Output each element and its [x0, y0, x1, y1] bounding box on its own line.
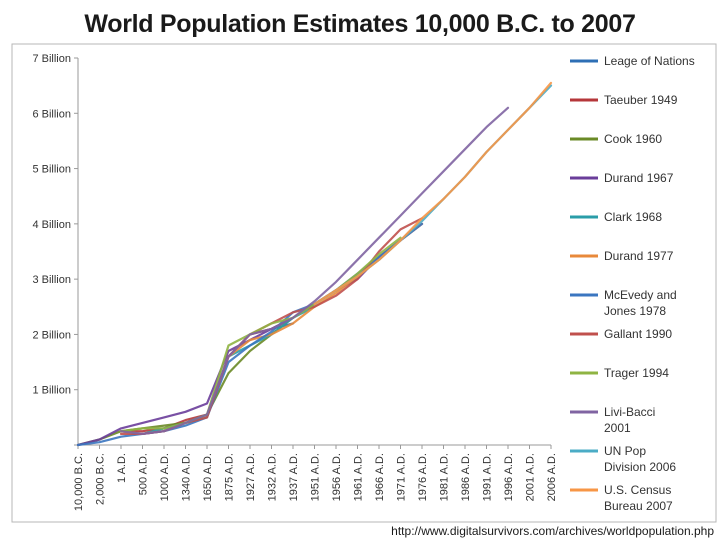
x-tick-label: 1976 A.D. — [417, 453, 429, 501]
legend-label-durand-1967: Durand 1967 — [604, 171, 674, 185]
x-tick-label: 1 A.D. — [116, 453, 128, 483]
x-tick-label: 1981 A.D. — [439, 453, 451, 501]
x-tick-label: 1340 A.D. — [181, 453, 193, 501]
x-tick-label: 10,000 B.C. — [73, 453, 85, 511]
x-tick-label: 1650 A.D. — [202, 453, 214, 501]
x-tick-label: 1986 A.D. — [460, 453, 472, 501]
x-tick-label: 1937 A.D. — [288, 453, 300, 501]
y-tick-label: 7 Billion — [32, 53, 71, 65]
series-line-livi-bacci-2001 — [119, 106, 510, 435]
x-tick-label: 2001 A.D. — [525, 453, 537, 501]
x-tick-label: 1971 A.D. — [396, 453, 408, 501]
x-tick-label: 1932 A.D. — [267, 453, 279, 501]
legend-label-mcevedy-and-jones-1978: McEvedy and — [604, 288, 677, 302]
legend-label-u-s-census-bureau-2007: U.S. Census — [604, 483, 671, 497]
legend-label-un-pop-division-2006: Division 2006 — [604, 460, 676, 474]
x-tick-label: 1966 A.D. — [374, 453, 386, 501]
y-tick-label: 1 Billion — [32, 385, 71, 397]
x-tick-label: 2,000 B.C. — [95, 453, 107, 505]
legend-label-livi-bacci-2001: 2001 — [604, 421, 631, 435]
y-tick-label: 5 Billion — [32, 164, 71, 176]
chart-border — [11, 43, 717, 523]
y-tick-label: 2 Billion — [32, 329, 71, 341]
series-line-gallant-1990 — [119, 217, 424, 435]
x-tick-label: 1951 A.D. — [310, 453, 322, 501]
x-tick-label: 1961 A.D. — [353, 453, 365, 501]
legend-label-durand-1977: Durand 1977 — [604, 249, 674, 263]
legend-label-trager-1994: Trager 1994 — [604, 366, 669, 380]
series-line-u-s-census-bureau-2007 — [313, 81, 553, 306]
legend-label-cook-1960: Cook 1960 — [604, 132, 662, 146]
legend-label-clark-1968: Clark 1968 — [604, 210, 662, 224]
series-line-un-pop-division-2006 — [313, 84, 553, 306]
y-tick-label: 4 Billion — [32, 219, 71, 231]
x-tick-label: 2006 A.D. — [546, 453, 558, 501]
x-tick-label: 1956 A.D. — [331, 453, 343, 501]
legend-label-mcevedy-and-jones-1978: Jones 1978 — [604, 304, 666, 318]
x-tick-label: 1996 A.D. — [503, 453, 515, 501]
legend-label-livi-bacci-2001: Livi-Bacci — [604, 405, 655, 419]
legend-label-leage-of-nations: Leage of Nations — [604, 54, 695, 68]
y-tick-label: 3 Billion — [32, 274, 71, 286]
x-tick-label: 500 A.D. — [138, 453, 150, 495]
legend-label-un-pop-division-2006: UN Pop — [604, 444, 646, 458]
legend-label-gallant-1990: Gallant 1990 — [604, 327, 672, 341]
x-tick-label: 1991 A.D. — [482, 453, 494, 501]
x-tick-label: 1000 A.D. — [159, 453, 171, 501]
x-tick-label: 1875 A.D. — [224, 453, 236, 501]
x-tick-label: 1927 A.D. — [245, 453, 257, 501]
y-tick-label: 6 Billion — [32, 108, 71, 120]
legend-label-u-s-census-bureau-2007: Bureau 2007 — [604, 499, 673, 513]
source-url[interactable]: http://www.digitalsurvivors.com/archives… — [391, 524, 714, 538]
series-line-trager-1994 — [119, 236, 402, 433]
legend-label-taeuber-1949: Taeuber 1949 — [604, 93, 678, 107]
chart-title: World Population Estimates 10,000 B.C. t… — [84, 10, 636, 38]
